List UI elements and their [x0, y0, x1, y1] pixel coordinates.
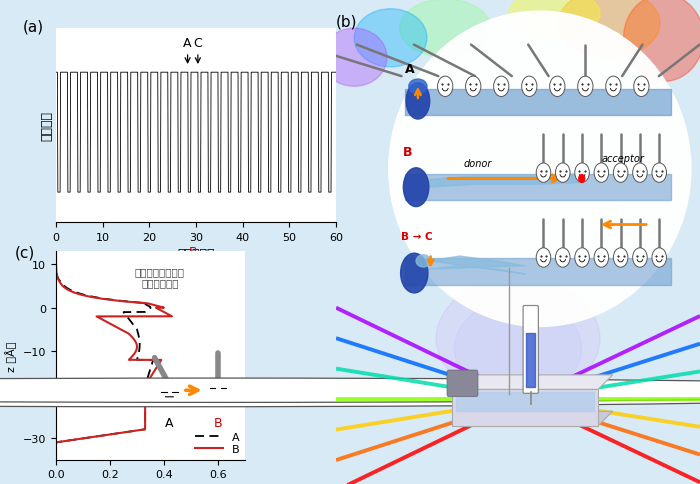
B [52, 249, 60, 255]
Polygon shape [405, 259, 671, 286]
Ellipse shape [436, 278, 600, 399]
Circle shape [536, 164, 551, 183]
A [52, 249, 60, 255]
A [52, 255, 60, 261]
Circle shape [579, 175, 584, 183]
Ellipse shape [321, 29, 387, 87]
Text: B: B [403, 146, 413, 159]
Polygon shape [405, 90, 671, 116]
Circle shape [556, 248, 570, 268]
Legend: A, B: A, B [195, 432, 239, 454]
B [126, 356, 134, 362]
Text: donor: donor [463, 159, 492, 169]
Circle shape [578, 77, 593, 97]
Circle shape [633, 164, 648, 183]
A [52, 255, 60, 260]
X-axis label: 時間（分）: 時間（分） [177, 248, 215, 261]
Text: アクセプター分子
（リン脂質）: アクセプター分子 （リン脂質） [135, 266, 185, 288]
Ellipse shape [454, 300, 582, 397]
B [52, 255, 60, 260]
Circle shape [594, 164, 608, 183]
A [83, 293, 92, 299]
Text: B: B [188, 245, 197, 258]
Text: acceptor: acceptor [602, 154, 645, 164]
Text: A: A [165, 416, 174, 429]
Circle shape [594, 248, 608, 268]
Circle shape [536, 248, 551, 268]
Circle shape [0, 378, 700, 403]
Line: B: B [56, 252, 172, 460]
Ellipse shape [400, 0, 491, 58]
Ellipse shape [403, 168, 429, 207]
Circle shape [466, 77, 481, 97]
Y-axis label: z （Å）: z （Å） [6, 341, 18, 371]
Circle shape [613, 248, 628, 268]
Ellipse shape [400, 254, 428, 293]
Circle shape [633, 248, 648, 268]
Circle shape [550, 77, 565, 97]
FancyBboxPatch shape [447, 370, 478, 397]
Polygon shape [452, 375, 612, 390]
Polygon shape [452, 411, 612, 426]
FancyBboxPatch shape [526, 333, 536, 388]
Ellipse shape [409, 80, 427, 94]
Text: B → C: B → C [401, 232, 433, 242]
Circle shape [438, 77, 453, 97]
Text: (a): (a) [22, 19, 43, 34]
Circle shape [652, 248, 666, 268]
A [52, 446, 60, 452]
Polygon shape [405, 174, 671, 201]
Ellipse shape [509, 0, 600, 39]
Ellipse shape [389, 12, 691, 327]
A [133, 356, 141, 362]
B [52, 255, 60, 261]
Circle shape [652, 164, 666, 183]
Y-axis label: 表面張力: 表面張力 [40, 111, 53, 141]
Text: A: A [405, 62, 415, 76]
B [52, 446, 60, 452]
B [52, 457, 60, 463]
Polygon shape [452, 390, 598, 426]
Ellipse shape [406, 84, 430, 120]
Circle shape [575, 248, 589, 268]
Polygon shape [429, 257, 525, 274]
FancyBboxPatch shape [523, 306, 538, 393]
Text: B: B [214, 416, 223, 429]
Ellipse shape [354, 10, 427, 68]
Text: (c): (c) [15, 245, 35, 260]
Text: (b): (b) [336, 15, 358, 30]
Circle shape [0, 383, 700, 407]
Circle shape [634, 77, 649, 97]
A [52, 457, 60, 463]
Circle shape [575, 164, 589, 183]
B [80, 293, 89, 299]
Circle shape [606, 77, 621, 97]
Text: C: C [193, 37, 202, 63]
Circle shape [494, 77, 509, 97]
A [148, 361, 156, 367]
Circle shape [556, 164, 570, 183]
Polygon shape [429, 174, 584, 188]
Line: A: A [56, 252, 153, 460]
Circle shape [522, 77, 537, 97]
Polygon shape [456, 392, 594, 411]
Ellipse shape [416, 256, 430, 267]
Text: A: A [183, 37, 192, 63]
Circle shape [613, 164, 628, 183]
B [155, 361, 163, 367]
Ellipse shape [558, 0, 660, 58]
Ellipse shape [624, 0, 700, 82]
